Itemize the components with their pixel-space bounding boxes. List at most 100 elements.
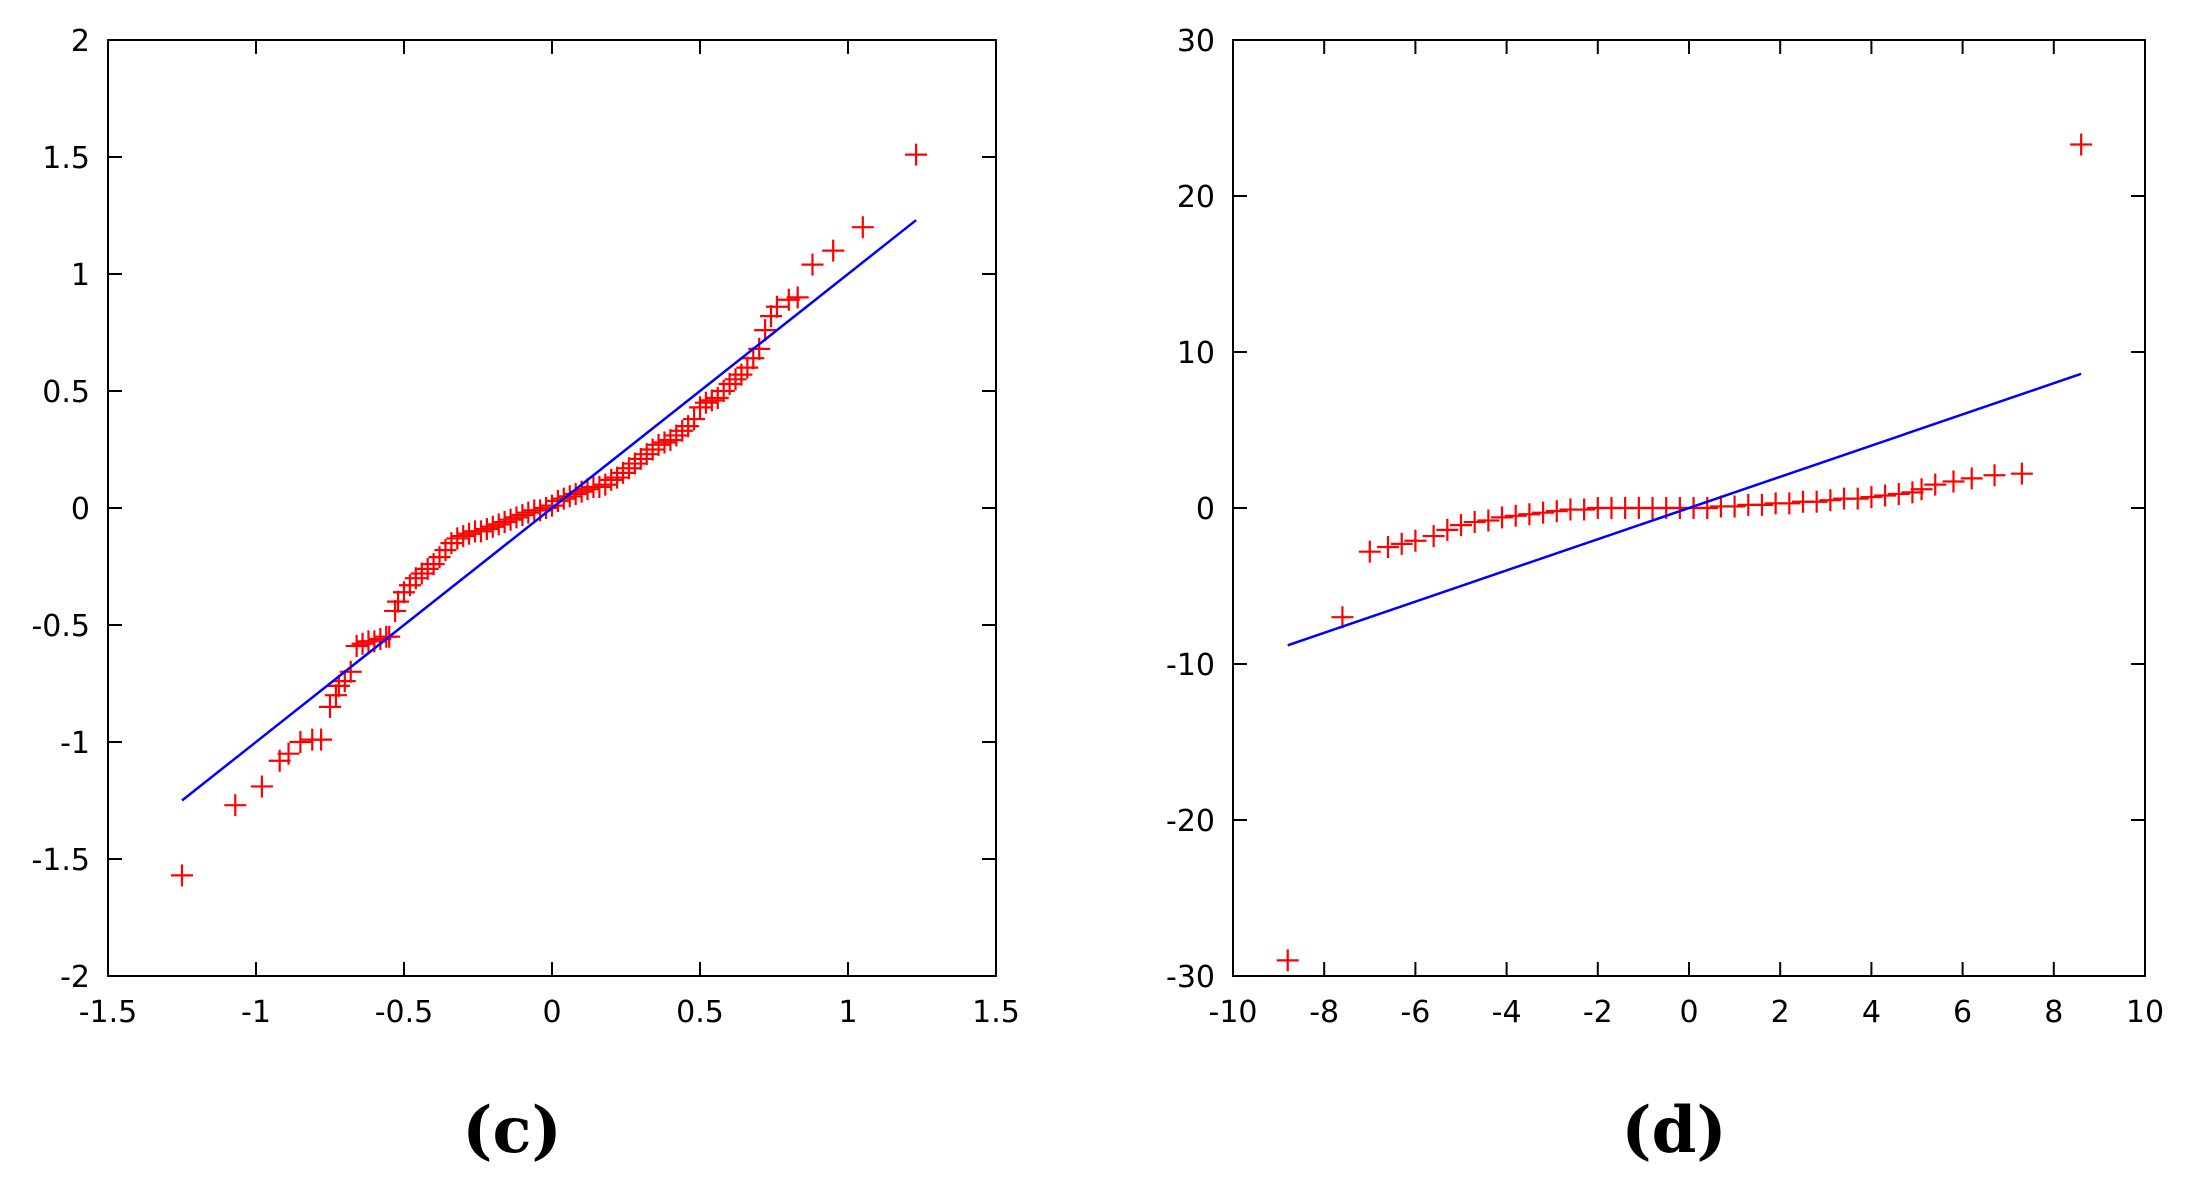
data-point xyxy=(1404,529,1427,552)
data-point xyxy=(1723,495,1746,518)
y-tick-label: 1.5 xyxy=(42,141,90,176)
data-point xyxy=(546,489,569,512)
data-point xyxy=(786,286,809,309)
data-point xyxy=(1545,500,1568,523)
data-point xyxy=(822,239,845,262)
data-point xyxy=(1750,493,1773,516)
data-point xyxy=(224,794,247,817)
y-tick-label: 0 xyxy=(71,492,90,527)
data-point xyxy=(742,347,765,370)
data-point xyxy=(1910,478,1933,501)
data-point xyxy=(600,468,623,491)
data-point xyxy=(319,695,341,718)
data-point xyxy=(1924,473,1947,496)
y-tick-label: -2 xyxy=(60,960,90,995)
x-tick-label: -2 xyxy=(1583,995,1613,1030)
data-point xyxy=(635,443,658,466)
data-point xyxy=(1331,606,1354,629)
data-point xyxy=(541,494,563,517)
data-point xyxy=(1778,492,1801,515)
data-point xyxy=(310,728,333,751)
data-point xyxy=(410,562,433,585)
x-tick-label: -6 xyxy=(1400,995,1430,1030)
data-point xyxy=(1960,467,1983,490)
x-tick-label: 1.5 xyxy=(972,995,1020,1030)
data-point xyxy=(1805,490,1828,513)
x-tick-label: 0 xyxy=(1679,995,1698,1030)
data-point xyxy=(387,590,410,613)
reference-line xyxy=(181,219,917,802)
y-tick-label: 1 xyxy=(71,258,90,293)
data-point xyxy=(617,457,640,480)
data-point xyxy=(475,518,498,541)
data-point xyxy=(629,447,652,470)
data-point xyxy=(777,288,800,311)
data-point xyxy=(724,368,747,391)
panel-caption: (c) xyxy=(462,1093,562,1168)
data-point xyxy=(1450,514,1472,537)
data-point xyxy=(1477,509,1500,532)
data-point xyxy=(171,864,193,887)
data-point xyxy=(1358,540,1381,563)
data-point xyxy=(1491,506,1514,529)
data-point xyxy=(1518,503,1541,526)
data-point xyxy=(505,506,528,529)
data-point xyxy=(517,501,540,524)
y-tick-label: -20 xyxy=(1166,804,1215,839)
data-point xyxy=(623,452,646,475)
data-point xyxy=(1532,501,1555,524)
data-point xyxy=(694,391,717,414)
x-tick-label: -1 xyxy=(241,995,271,1030)
data-point xyxy=(1887,482,1910,505)
y-tick-label: 2 xyxy=(71,24,90,59)
y-tick-label: 30 xyxy=(1177,24,1215,59)
x-tick-label: 4 xyxy=(1862,995,1881,1030)
y-tick-label: -1.5 xyxy=(31,843,90,878)
data-point xyxy=(481,515,504,538)
data-point xyxy=(1573,498,1596,521)
data-point xyxy=(576,478,599,501)
data-point xyxy=(446,527,469,550)
data-point xyxy=(1463,511,1486,534)
y-tick-label: -10 xyxy=(1166,648,1215,683)
x-tick-label: 10 xyxy=(2126,995,2164,1030)
data-point xyxy=(1983,464,2006,487)
data-point xyxy=(612,461,635,484)
data-point xyxy=(469,520,492,543)
data-point xyxy=(1504,504,1527,527)
data-point xyxy=(1422,525,1445,548)
data-point xyxy=(458,522,481,545)
data-point xyxy=(1874,484,1897,507)
data-point xyxy=(1436,518,1459,541)
x-tick-label: 0 xyxy=(542,995,561,1030)
data-point xyxy=(1276,949,1299,972)
data-point xyxy=(765,295,788,318)
data-point xyxy=(1901,481,1924,504)
data-point xyxy=(384,599,407,622)
data-point xyxy=(2070,133,2093,156)
x-tick-label: 8 xyxy=(2044,995,2063,1030)
data-point xyxy=(440,532,463,555)
data-point xyxy=(487,513,510,536)
chart-panel-c: -1.5 -1 -0.5 0 0.5 1 1.5-2-1.5-1-0.500.511.52(… xyxy=(31,24,1019,1168)
data-point xyxy=(493,511,516,534)
reference-line xyxy=(1287,372,2082,647)
data-point xyxy=(659,429,682,452)
x-tick-label: 0.5 xyxy=(676,995,724,1030)
data-point xyxy=(1819,489,1842,512)
y-tick-label: -1 xyxy=(60,726,90,761)
data-point xyxy=(905,143,928,166)
x-tick-label: -4 xyxy=(1492,995,1522,1030)
x-tick-label: 1 xyxy=(838,995,857,1030)
data-point xyxy=(345,635,368,658)
x-tick-label: -0.5 xyxy=(375,995,434,1030)
y-tick-label: 10 xyxy=(1177,336,1215,371)
y-tick-label: -0.5 xyxy=(31,609,90,644)
data-point xyxy=(665,424,688,447)
data-point xyxy=(511,504,534,527)
data-point xyxy=(2010,462,2033,485)
x-tick-label: -10 xyxy=(1209,995,1258,1030)
data-point xyxy=(289,731,312,753)
